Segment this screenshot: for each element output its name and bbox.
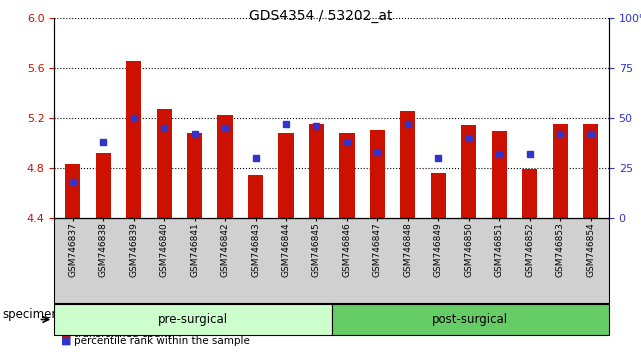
Text: GDS4354 / 53202_at: GDS4354 / 53202_at: [249, 9, 392, 23]
Bar: [187, 133, 203, 218]
Bar: [583, 124, 598, 218]
Bar: [278, 133, 294, 218]
Bar: [65, 164, 80, 218]
Bar: [522, 169, 537, 218]
Bar: [126, 62, 141, 218]
Text: ■: ■: [61, 336, 71, 346]
Text: specimen: specimen: [2, 308, 59, 321]
Text: ■: ■: [61, 329, 71, 339]
Bar: [400, 112, 415, 218]
Bar: [217, 115, 233, 218]
Bar: [339, 133, 354, 218]
Bar: [461, 125, 476, 218]
Bar: [309, 124, 324, 218]
Bar: [248, 175, 263, 218]
Bar: [431, 173, 446, 218]
Bar: [553, 124, 568, 218]
Text: transformed count: transformed count: [74, 329, 171, 339]
Bar: [492, 131, 507, 218]
Text: pre-surgical: pre-surgical: [158, 313, 228, 326]
Bar: [96, 153, 111, 218]
Bar: [156, 109, 172, 218]
Text: post-surgical: post-surgical: [432, 313, 508, 326]
Bar: [370, 130, 385, 218]
Text: percentile rank within the sample: percentile rank within the sample: [74, 336, 249, 346]
